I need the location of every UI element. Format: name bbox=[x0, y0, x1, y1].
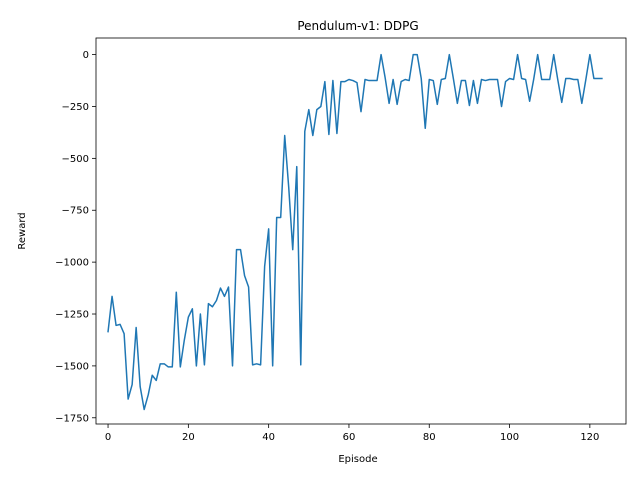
plot-area bbox=[96, 38, 626, 424]
plot-frame bbox=[95, 37, 627, 425]
y-tick-label: 0 bbox=[83, 50, 89, 61]
x-tick-label: 20 bbox=[182, 432, 195, 443]
y-tick-label: −1250 bbox=[55, 310, 89, 321]
x-tick-label: 80 bbox=[423, 432, 436, 443]
x-tick-label: 120 bbox=[580, 432, 599, 443]
x-tick-label: 60 bbox=[343, 432, 356, 443]
x-tick-label: 40 bbox=[262, 432, 275, 443]
series-layer bbox=[107, 53, 603, 411]
y-tick-label: −500 bbox=[62, 154, 89, 165]
y-tick-label: −1750 bbox=[55, 413, 89, 424]
series-line bbox=[107, 53, 603, 411]
chart-title: Pendulum-v1: DDPG bbox=[297, 19, 418, 33]
y-tick-label: −1000 bbox=[55, 258, 89, 269]
x-tick-label: 0 bbox=[105, 432, 111, 443]
y-axis-label: Reward bbox=[17, 212, 28, 249]
y-axis: −1750 −1500 −1250 −1000 −750 −500 −250 0 bbox=[55, 50, 96, 424]
x-axis-label: Episode bbox=[338, 454, 377, 465]
x-tick-label: 100 bbox=[500, 432, 519, 443]
y-tick-label: −250 bbox=[62, 102, 89, 113]
y-tick-label: −1500 bbox=[55, 361, 89, 372]
y-tick-label: −750 bbox=[62, 206, 89, 217]
x-axis: 0 20 40 60 80 100 120 bbox=[105, 424, 599, 443]
